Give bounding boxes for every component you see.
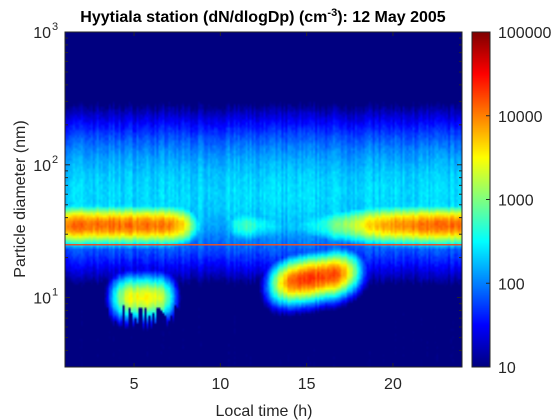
colorbar-tick-label: 10000	[498, 109, 543, 126]
colorbar-tick-label: 100	[498, 276, 525, 293]
y-tick-label: 10	[33, 25, 51, 42]
y-tick-exponent: 1	[52, 287, 58, 299]
y-axis-label: Particle diameter (nm)	[12, 120, 29, 277]
colorbar-tick-label: 10	[498, 360, 516, 377]
y-tick-label: 10	[33, 291, 51, 308]
y-tick-label: 10	[33, 158, 51, 175]
x-axis: 5 10 15 20	[130, 32, 402, 393]
colorbar-tick-label: 1000	[498, 193, 534, 210]
colorbar-gradient	[472, 32, 490, 367]
x-axis-label: Local time (h)	[216, 403, 313, 420]
heatmap-image	[65, 32, 462, 367]
chart-title: Hyytiala station (dN/dlogDp) (cm-3): 12 …	[80, 7, 446, 26]
colorbar-tick-label: 100000	[498, 25, 551, 42]
plot-area	[64, 31, 463, 368]
x-tick-label: 5	[130, 376, 139, 393]
x-tick-label: 15	[298, 376, 316, 393]
plot-frame	[64, 31, 463, 368]
colorbar: 10 100 1000 10000 100000	[471, 25, 551, 377]
chart-title-superscript: -3	[327, 7, 337, 19]
x-tick-label: 20	[384, 376, 402, 393]
y-tick-exponent: 2	[52, 154, 58, 166]
y-tick-exponent: 3	[52, 21, 58, 33]
x-tick-label: 10	[211, 376, 229, 393]
